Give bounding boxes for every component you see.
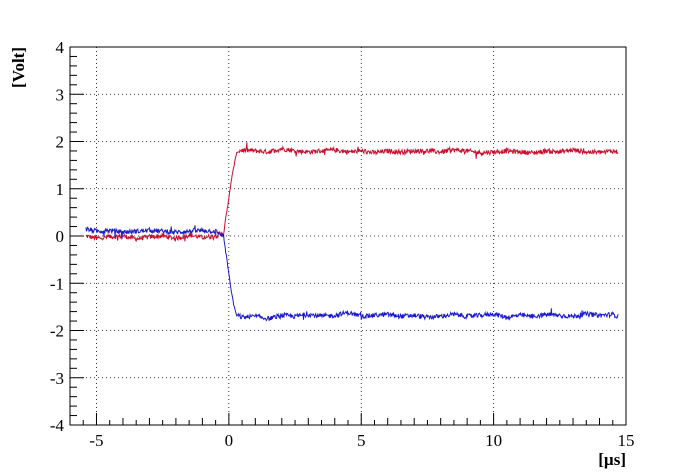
y-axis-label: [Volt]: [9, 47, 28, 88]
y-tick-label: -2: [50, 322, 64, 341]
y-tick-label: 3: [56, 85, 65, 104]
y-tick-label: -3: [50, 369, 64, 388]
series-line-1: [85, 142, 619, 243]
x-tick-label: 10: [485, 431, 502, 450]
y-tick-label: -4: [50, 416, 65, 435]
y-tick-label: 1: [56, 180, 65, 199]
axis-ticks: [69, 46, 627, 426]
x-tick-label: -5: [89, 431, 103, 450]
y-tick-label: 2: [56, 133, 65, 152]
y-tick-label: 0: [56, 227, 65, 246]
series-line-2: [85, 225, 619, 322]
y-tick-label: 4: [56, 38, 65, 57]
x-tick-label: 5: [357, 431, 366, 450]
x-axis-label: [µs]: [598, 450, 626, 469]
series-layer: [85, 142, 619, 322]
x-tick-label: 15: [618, 431, 635, 450]
tick-labels: -5 0 5 10 15 -4 -3 -2 -1 0 1 2 3 4: [50, 38, 635, 450]
y-tick-label: -1: [50, 274, 64, 293]
x-tick-label: 0: [225, 431, 234, 450]
